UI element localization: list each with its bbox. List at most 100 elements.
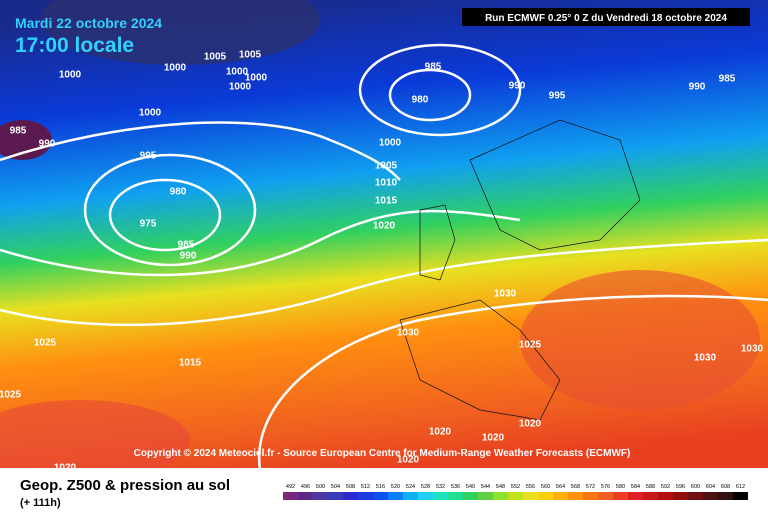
scale-swatch bbox=[658, 492, 673, 500]
isobar-label: 1000 bbox=[139, 108, 162, 119]
scale-swatch bbox=[628, 492, 643, 500]
isobar-label: 1000 bbox=[59, 70, 82, 81]
isobar-label: 985 bbox=[425, 62, 442, 73]
isobar-label: 995 bbox=[549, 91, 566, 102]
isobar-label: 1000 bbox=[245, 73, 268, 84]
scale-label: 516 bbox=[376, 484, 385, 490]
scale-label: 584 bbox=[631, 484, 640, 490]
scale-label: 536 bbox=[451, 484, 460, 490]
run-box bbox=[462, 8, 750, 26]
scale-swatch bbox=[283, 492, 298, 500]
scale-label: 568 bbox=[571, 484, 580, 490]
isobar-label: 985 bbox=[10, 126, 27, 137]
isobar-label: 1005 bbox=[239, 50, 262, 61]
isobar-label: 990 bbox=[689, 82, 706, 93]
scale-label: 540 bbox=[466, 484, 475, 490]
scale-swatch bbox=[718, 492, 733, 500]
scale-label: 556 bbox=[526, 484, 535, 490]
isobar-label: 1020 bbox=[397, 455, 420, 466]
scale-label: 576 bbox=[601, 484, 610, 490]
scale-label: 560 bbox=[541, 484, 550, 490]
scale-label: 532 bbox=[436, 484, 445, 490]
scale-label: 504 bbox=[331, 484, 340, 490]
scale-swatch bbox=[568, 492, 583, 500]
isobar-label: 1000 bbox=[229, 82, 252, 93]
high-field bbox=[520, 270, 760, 410]
high-field bbox=[0, 400, 190, 480]
scale-label: 552 bbox=[511, 484, 520, 490]
isobar-label: 1030 bbox=[397, 328, 420, 339]
scale-swatch bbox=[448, 492, 463, 500]
scale-label: 496 bbox=[301, 484, 310, 490]
isobar-label: 980 bbox=[170, 187, 187, 198]
time: 17:00 locale bbox=[15, 34, 134, 57]
run-info: Run ECMWF 0.25° 0 Z du Vendredi 18 octob… bbox=[485, 13, 727, 24]
scale-swatch bbox=[673, 492, 688, 500]
scale-label: 544 bbox=[481, 484, 490, 490]
scale-label: 508 bbox=[346, 484, 355, 490]
scale-swatch bbox=[373, 492, 388, 500]
scale-label: 520 bbox=[391, 484, 400, 490]
isobar-label: 975 bbox=[140, 219, 157, 230]
isobar-label: 1020 bbox=[373, 221, 396, 232]
scale-swatch bbox=[613, 492, 628, 500]
scale-label: 528 bbox=[421, 484, 430, 490]
scale-label: 572 bbox=[586, 484, 595, 490]
scale-swatch bbox=[538, 492, 553, 500]
isobar-label: 980 bbox=[412, 95, 429, 106]
isobar-label: 990 bbox=[509, 81, 526, 92]
scale-swatch bbox=[388, 492, 403, 500]
scale-label: 580 bbox=[616, 484, 625, 490]
scale-swatch bbox=[478, 492, 493, 500]
scale-label: 588 bbox=[646, 484, 655, 490]
isobar-label: 1010 bbox=[375, 178, 398, 189]
isobar-label: 1025 bbox=[519, 340, 542, 351]
isobar-label: 1005 bbox=[204, 52, 227, 63]
scale-swatch bbox=[328, 492, 343, 500]
scale-swatch bbox=[583, 492, 598, 500]
isobar-label: 1000 bbox=[164, 63, 187, 74]
isobar-label: 1020 bbox=[482, 433, 505, 444]
isobar-label: 1030 bbox=[694, 353, 717, 364]
scale-label: 592 bbox=[661, 484, 670, 490]
isobar-label: 1025 bbox=[34, 338, 57, 349]
scale-swatch bbox=[688, 492, 703, 500]
scale-swatch bbox=[298, 492, 313, 500]
scale-swatch bbox=[598, 492, 613, 500]
isobar-label: 1015 bbox=[179, 358, 202, 369]
scale-swatch bbox=[358, 492, 373, 500]
footer-title: Geop. Z500 & pression au sol bbox=[20, 477, 230, 494]
isobar-label: 1015 bbox=[375, 196, 398, 207]
scale-swatch bbox=[463, 492, 478, 500]
low-field bbox=[0, 120, 52, 160]
isobar-label: 995 bbox=[140, 151, 157, 162]
scale-swatch bbox=[553, 492, 568, 500]
isobar-label: 990 bbox=[180, 251, 197, 262]
scale-swatch bbox=[418, 492, 433, 500]
isobar-label: 1020 bbox=[519, 419, 542, 430]
scale-swatch bbox=[313, 492, 328, 500]
isobar-label: 1025 bbox=[0, 390, 22, 401]
date: Mardi 22 octobre 2024 bbox=[15, 15, 162, 31]
isobars bbox=[0, 43, 768, 471]
scale-swatch bbox=[433, 492, 448, 500]
isobar-label: 1020 bbox=[54, 463, 77, 474]
scale-swatch bbox=[508, 492, 523, 500]
isobar-label: 985 bbox=[719, 74, 736, 85]
scale-label: 492 bbox=[286, 484, 295, 490]
scale-label: 600 bbox=[691, 484, 700, 490]
scale-label: 564 bbox=[556, 484, 565, 490]
scale-swatch bbox=[733, 492, 748, 500]
low-field bbox=[40, 0, 320, 65]
scale-swatch bbox=[403, 492, 418, 500]
isobar-label: 1020 bbox=[429, 427, 452, 438]
scale-label: 596 bbox=[676, 484, 685, 490]
scale-label: 604 bbox=[706, 484, 715, 490]
isobar-label: 1030 bbox=[494, 289, 517, 300]
copyright: Copyright © 2024 Meteociel.fr - Source E… bbox=[134, 448, 631, 459]
scale-label: 548 bbox=[496, 484, 505, 490]
scale-label: 512 bbox=[361, 484, 370, 490]
scale-swatch bbox=[643, 492, 658, 500]
